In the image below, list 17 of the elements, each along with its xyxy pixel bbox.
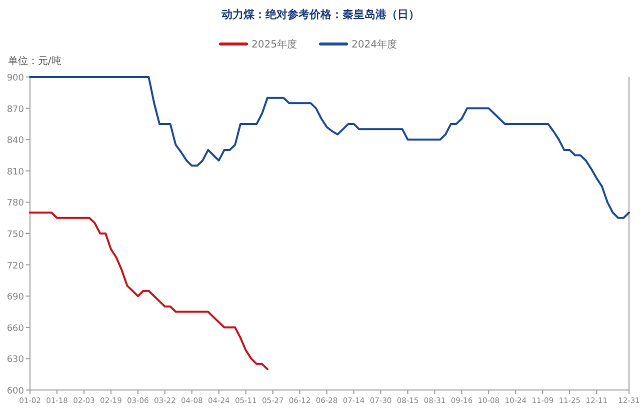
y-tick-label: 870 [6, 104, 24, 115]
line-series [29, 212, 268, 370]
chart-title: 动力煤：绝对参考价格：秦皇岛港（日） [220, 8, 420, 21]
y-tick-label: 720 [6, 261, 24, 272]
text: 单位：元/吨 [8, 55, 62, 67]
legend-label: 2024年度 [352, 38, 397, 50]
y-tick-label: 780 [6, 198, 24, 209]
y-tick-label: 690 [6, 292, 24, 303]
y-tick-label: 750 [6, 230, 24, 240]
y-tick-label: 600 [6, 386, 24, 396]
y-tick-label: 660 [6, 324, 24, 334]
y-tick-label: 840 [6, 136, 24, 146]
y-tick-label: 810 [6, 167, 24, 178]
y-tick-label: 630 [6, 355, 24, 366]
line-series [29, 76, 630, 219]
legend-label: 2025年度 [252, 38, 297, 50]
y-tick-label: 900 [6, 74, 24, 84]
